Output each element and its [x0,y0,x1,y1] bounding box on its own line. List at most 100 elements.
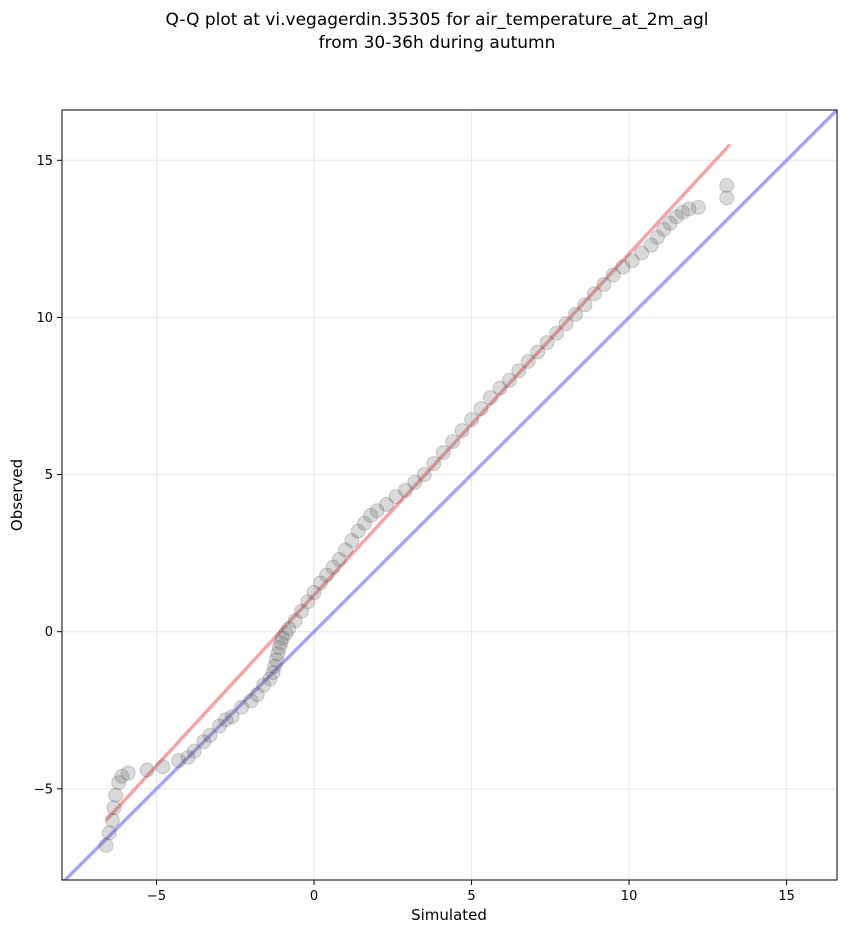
data-point-0-37 [319,567,335,583]
data-point-0-66 [568,306,584,322]
data-point-0-20 [249,687,265,703]
data-point-0-83 [719,190,735,206]
data-point-0-48 [397,482,413,498]
data-point-0-45 [369,503,385,519]
data-point-0-81 [690,199,706,215]
data-point-0-18 [234,699,250,715]
x-axis-label: Simulated [411,906,487,924]
data-point-0-64 [549,325,565,341]
data-point-0-0 [98,837,114,853]
data-point-0-71 [615,259,631,275]
data-point-0-53 [445,434,461,450]
y-tick-label-0: −5 [34,782,53,797]
data-point-0-15 [212,718,228,734]
grid-lines [62,110,837,880]
data-point-0-69 [596,276,612,292]
data-point-0-57 [482,390,498,406]
data-point-0-44 [363,507,379,523]
data-point-0-9 [155,759,171,775]
identity-line [62,110,837,880]
data-point-0-19 [243,693,259,709]
data-point-0-14 [202,727,218,743]
data-point-0-33 [293,603,309,619]
y-axis-label: Observed [8,459,26,531]
data-point-0-41 [344,533,360,549]
chart-title-line1: Q-Q plot at vi.vegagerdin.35305 for air_… [165,10,708,30]
y-tick-label-4: 15 [36,154,53,169]
scatter-points [98,177,735,853]
data-point-0-62 [530,344,546,360]
y-tick-label-3: 10 [36,311,53,326]
data-point-0-24 [267,658,283,674]
data-point-0-68 [586,286,602,302]
data-point-0-72 [624,253,640,269]
data-point-0-2 [104,812,120,828]
data-point-0-8 [139,762,155,778]
data-point-0-4 [108,787,124,803]
data-point-0-61 [520,353,536,369]
x-tick-label-1: 0 [310,889,318,904]
data-point-0-78 [668,209,684,225]
data-point-0-10 [171,753,187,769]
data-point-0-47 [388,489,404,505]
data-point-0-16 [218,712,234,728]
data-point-0-58 [492,380,508,396]
data-point-0-7 [120,765,136,781]
data-point-0-55 [464,412,480,428]
data-point-0-23 [265,665,281,681]
chart-title-line2: from 30-36h during autumn [319,33,556,53]
data-point-0-40 [338,542,354,558]
data-point-0-73 [634,245,650,261]
data-point-0-51 [426,456,442,472]
plot-frame [61,109,838,881]
data-point-0-21 [256,677,272,693]
data-point-0-22 [262,671,278,687]
data-point-0-50 [416,467,432,483]
data-point-0-11 [180,749,196,765]
data-point-0-25 [268,652,284,668]
data-point-0-3 [106,800,122,816]
data-point-0-12 [186,743,202,759]
data-point-0-36 [312,575,328,591]
data-point-0-67 [577,297,593,313]
data-point-0-6 [114,768,130,784]
data-point-0-59 [501,372,517,388]
data-point-0-13 [196,734,212,750]
data-point-0-43 [356,515,372,531]
data-point-0-77 [662,215,678,231]
data-point-0-35 [306,584,322,600]
data-point-0-54 [454,423,470,439]
data-point-0-74 [643,237,659,253]
data-point-0-28 [273,635,289,651]
data-point-0-34 [300,594,316,610]
y-tick-label-2: 5 [45,468,53,483]
x-tick-label-3: 10 [621,889,638,904]
data-point-0-70 [605,267,621,283]
reference-lines [62,110,837,880]
data-point-0-80 [681,201,697,217]
data-point-0-31 [281,621,297,637]
data-point-0-60 [511,363,527,379]
x-tick-label-4: 15 [778,889,795,904]
x-tick-label-2: 5 [467,889,475,904]
fit-line [104,143,732,822]
data-point-0-65 [558,316,574,332]
data-point-0-30 [278,625,294,641]
data-point-0-63 [539,335,555,351]
data-point-0-79 [675,204,691,220]
data-point-0-32 [287,613,303,629]
data-point-0-82 [719,177,735,193]
data-point-0-39 [331,551,347,567]
x-axis-ticks: −5 0 5 10 15 [147,880,795,904]
data-point-0-27 [271,639,287,655]
data-point-0-5 [111,775,127,791]
data-point-0-17 [224,709,240,725]
data-point-0-29 [275,630,291,646]
data-point-0-52 [435,445,451,461]
data-point-0-76 [656,221,672,237]
x-tick-label-0: −5 [147,889,166,904]
data-point-0-26 [270,646,286,662]
y-tick-label-1: 0 [45,625,53,640]
data-point-0-56 [473,401,489,417]
